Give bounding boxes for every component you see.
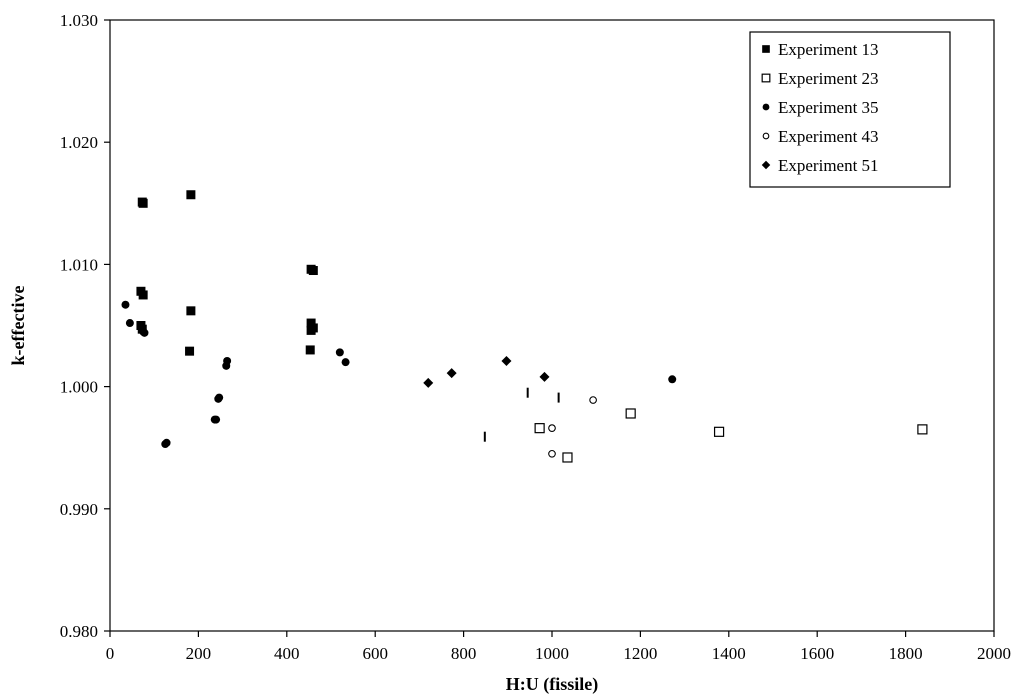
legend-box [749,31,951,188]
y-tick-label: 1.020 [60,133,98,152]
data-point [121,300,130,309]
y-axis: 0.980 0.990 1.000 1.010 1.020 1.030 [60,11,110,641]
data-point [548,449,556,458]
legend-label: Experiment 23 [778,69,879,88]
data-point [138,290,148,300]
x-tick-label: 1000 [535,644,569,663]
data-point [446,368,457,379]
data-point [423,377,434,388]
x-axis: 0 200 400 600 800 1000 1200 1400 1600 1800 2000 [106,631,1011,663]
legend-label: Experiment 51 [778,156,879,175]
legend-label: Experiment 35 [778,98,879,117]
data-point [539,371,550,382]
data-point [186,190,196,200]
y-tick-label: 1.010 [60,255,98,274]
data-point [185,346,195,356]
data-point [223,356,232,365]
data-point [215,393,224,402]
legend-item: Experiment 51 [761,156,879,175]
series-4 [548,396,597,458]
legend-marker [762,132,770,140]
data-point [125,319,134,328]
series-6 [483,387,560,442]
y-tick-label: 0.980 [60,622,98,641]
y-tick-label: 0.990 [60,500,98,519]
x-tick-label: 1200 [623,644,657,663]
legend-marker [762,103,770,111]
series-2 [534,408,928,463]
data-point [589,396,597,404]
data-point [212,415,221,424]
legend-item: Experiment 43 [762,127,879,146]
legend-marker [762,45,770,53]
data-point [668,375,677,384]
data-point [341,358,350,367]
series-1 [136,190,318,356]
y-axis-title: k-effective [8,286,28,366]
data-points [121,190,928,463]
x-axis-title: H:U (fissile) [506,674,598,695]
data-point [713,426,725,437]
data-point [917,424,928,435]
data-point [138,198,148,208]
legend-marker [761,160,771,170]
legend-item: Experiment 13 [762,40,879,59]
data-point [140,328,149,337]
data-point [548,424,556,432]
series-5 [423,355,550,388]
data-point [308,266,318,276]
data-point [186,306,196,316]
x-tick-label: 1400 [712,644,746,663]
data-point [306,318,316,328]
data-point [306,325,316,335]
y-tick-label: 1.000 [60,378,98,397]
x-tick-label: 400 [274,644,300,663]
data-point [625,408,636,419]
data-point [501,355,512,366]
series-3 [121,300,677,449]
legend-item: Experiment 35 [762,98,879,117]
x-tick-label: 600 [362,644,388,663]
x-tick-label: 200 [186,644,212,663]
legend-label: Experiment 43 [778,127,879,146]
data-point [335,348,344,357]
legend-item: Experiment 23 [761,69,879,88]
x-tick-label: 1800 [889,644,923,663]
legend: Experiment 13 Experiment 23 Experiment 35 E… [749,31,951,188]
legend-marker [761,73,771,83]
x-tick-label: 1600 [800,644,834,663]
x-tick-label: 800 [451,644,477,663]
x-tick-label: 2000 [977,644,1011,663]
x-tick-label: 0 [106,644,115,663]
data-point [162,438,171,447]
data-point [305,345,315,355]
data-point [534,423,545,434]
data-point [562,452,573,463]
legend-label: Experiment 13 [778,40,879,59]
y-tick-label: 1.030 [60,11,98,30]
